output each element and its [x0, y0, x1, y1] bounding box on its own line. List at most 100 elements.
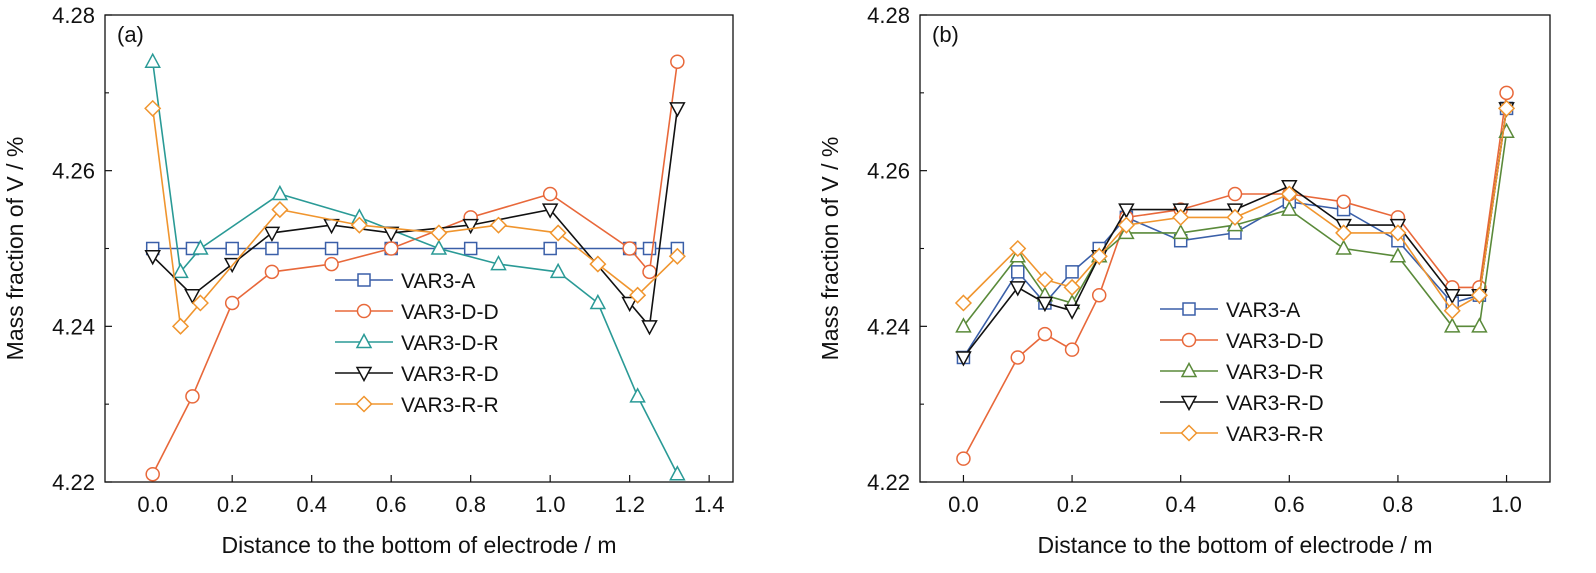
data-point [670, 54, 685, 69]
legend-label: VAR3-D-D [1226, 330, 1324, 353]
data-point [463, 241, 478, 256]
legend-label: VAR3-D-R [1226, 361, 1324, 384]
data-point [1281, 200, 1298, 216]
data-point [589, 255, 607, 273]
data-point [1389, 224, 1407, 242]
data-point [642, 264, 657, 280]
data-point [1009, 239, 1027, 258]
legend-label: VAR3-A [1226, 299, 1300, 322]
data-point [1064, 342, 1080, 357]
data-point [271, 201, 289, 219]
series-var3-r-r [954, 99, 1516, 320]
x-axis-label: Distance to the bottom of electrode / m [1037, 532, 1432, 558]
data-point [430, 239, 448, 255]
legend-marker [1180, 361, 1198, 378]
legend-marker [1182, 302, 1196, 316]
legend-entry: VAR3-R-D [1160, 392, 1324, 415]
data-point [549, 262, 567, 279]
y-tick-label: 4.24 [867, 314, 910, 339]
legend-label: VAR3-D-R [401, 332, 499, 355]
y-axis-label: Mass fraction of V / % [817, 137, 843, 361]
data-point [1389, 247, 1407, 263]
x-axis-label: Distance to the bottom of electrode / m [221, 532, 616, 558]
data-point [144, 99, 162, 117]
x-tick-label: 0.4 [1165, 492, 1196, 517]
x-tick-label: 0.8 [455, 492, 486, 517]
legend-marker [355, 366, 373, 383]
data-point [629, 286, 647, 304]
series-line [962, 108, 1508, 358]
legend-label: VAR3-R-D [401, 363, 499, 386]
legend-entry: VAR3-R-D [335, 363, 499, 386]
legend-label: VAR3-D-D [401, 301, 499, 324]
data-point [1063, 278, 1081, 296]
data-point [543, 241, 557, 256]
y-tick-label: 4.28 [867, 3, 910, 28]
series-var3-d-r [144, 52, 686, 481]
data-point [144, 250, 161, 266]
data-point [1063, 304, 1081, 320]
data-point [956, 451, 971, 466]
data-point [668, 247, 686, 265]
data-point [954, 294, 973, 312]
data-point [1065, 265, 1079, 279]
data-point [1226, 208, 1244, 226]
data-point [1118, 203, 1135, 219]
x-tick-label: 1.2 [614, 492, 645, 517]
data-point [955, 317, 972, 333]
data-point [1280, 185, 1298, 203]
data-point [1009, 281, 1027, 297]
data-point [145, 466, 160, 482]
series-line [151, 108, 678, 329]
data-point [1117, 216, 1135, 234]
x-tick-label: 1.0 [535, 492, 566, 517]
y-tick-label: 4.24 [52, 314, 95, 339]
data-point [629, 387, 646, 403]
data-point [184, 288, 201, 305]
legend-marker [355, 332, 373, 349]
data-point [669, 102, 686, 118]
legend-entry: VAR3-R-R [1160, 423, 1324, 446]
data-point [542, 186, 558, 202]
data-point [621, 296, 638, 313]
data-point [462, 218, 479, 235]
data-point [1172, 223, 1189, 240]
y-tick-label: 4.22 [867, 470, 910, 495]
data-point [1037, 326, 1053, 342]
data-point [1010, 350, 1026, 365]
x-tick-label: 0.2 [1057, 492, 1088, 517]
legend-entry: VAR3-D-R [1160, 361, 1324, 384]
data-point [224, 295, 240, 311]
data-point [490, 254, 507, 271]
legend-entry: VAR3-D-D [335, 301, 499, 324]
data-point [430, 224, 448, 242]
data-point [1172, 208, 1190, 226]
series-var3-r-r [144, 99, 686, 335]
chart-panel-b: 0.0 0.2 0.4 0.6 0.8 1.0 4.22 4.24 4.26 4.28 Distan… [817, 3, 1551, 558]
data-point [191, 294, 209, 312]
x-tick-label: 1.4 [694, 492, 725, 517]
legend-marker [1180, 424, 1198, 442]
data-point [383, 241, 399, 256]
legend-entry: VAR3-A [1160, 299, 1300, 322]
legend-marker [1181, 332, 1197, 348]
legend-entry: VAR3-D-R [335, 332, 499, 355]
data-point [144, 52, 161, 68]
data-point [185, 389, 200, 404]
data-point [265, 241, 279, 256]
data-point [225, 241, 239, 256]
data-point [1443, 302, 1461, 320]
data-point [1497, 99, 1516, 117]
y-axis-label: Mass fraction of V / % [2, 137, 28, 361]
data-point [1443, 288, 1461, 305]
x-tick-label: 0.0 [948, 492, 979, 517]
data-point [1335, 239, 1352, 255]
data-point [271, 184, 289, 201]
y-tick-label: 4.28 [52, 3, 95, 28]
data-point [264, 264, 280, 280]
data-point [489, 216, 508, 234]
legend-label: VAR3-R-R [1226, 423, 1324, 446]
panel-label: (b) [932, 22, 959, 47]
chart-panel-a: 0.0 0.2 0.4 0.6 0.8 1.0 1.2 1.4 4.22 4.24 4.26 4.28… [2, 3, 734, 558]
